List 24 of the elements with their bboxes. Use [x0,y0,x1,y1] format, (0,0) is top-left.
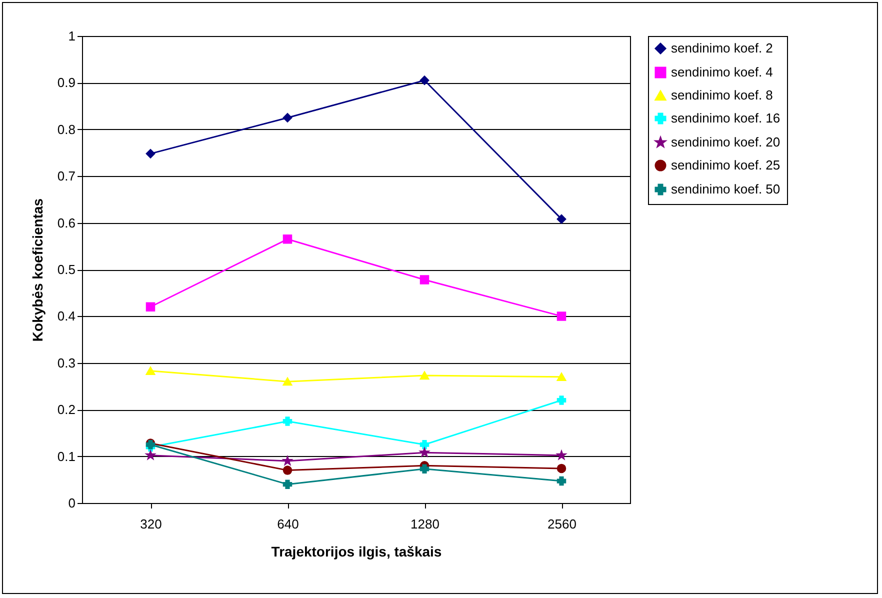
legend-label: sendinimo koef. 4 [671,64,773,80]
x-tick-label: 2560 [548,516,576,532]
x-tick-label: 320 [140,516,162,532]
y-tick-label: 0.7 [57,168,76,184]
y-tick-label: 1 [68,28,76,44]
legend-label: sendinimo koef. 2 [671,40,773,56]
legend-label: sendinimo koef. 20 [671,134,780,150]
y-tick-label: 0.9 [57,75,76,90]
y-tick-label: 0.1 [57,448,76,464]
legend-label: sendinimo koef. 8 [671,88,773,102]
legend-label: sendinimo koef. 50 [671,182,780,196]
x-tick-label: 640 [277,516,299,532]
y-tick-label: 0.4 [57,308,76,324]
x-axis-title: Trajektorijos ilgis, taškais [271,544,442,560]
y-tick-label: 0.3 [57,355,76,370]
y-axis-title: Kokybės koeficientas [29,198,46,342]
y-tick-label: 0.6 [57,215,76,230]
legend-label: sendinimo koef. 16 [671,110,780,126]
x-tick-label: 1280 [410,516,440,532]
y-tick-label: 0.5 [57,262,76,277]
y-tick-label: 0.2 [57,402,76,418]
legend-label: sendinimo koef. 25 [671,158,780,172]
y-tick-label: 0.8 [57,122,76,137]
y-tick-label: 0 [68,496,76,510]
